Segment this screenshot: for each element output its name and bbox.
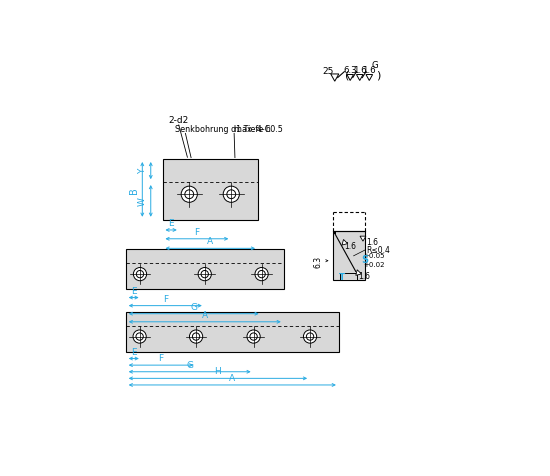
Text: 6.3: 6.3 — [343, 66, 357, 75]
Text: 1.6: 1.6 — [362, 66, 376, 75]
Circle shape — [136, 271, 144, 278]
Text: Senkbohrung d1 Tiefe h: Senkbohrung d1 Tiefe h — [175, 124, 271, 133]
Text: W: W — [138, 197, 147, 206]
Text: (: ( — [345, 70, 349, 80]
Text: +0.02: +0.02 — [363, 261, 384, 267]
Circle shape — [304, 330, 317, 344]
Text: F: F — [158, 354, 163, 362]
Text: A: A — [229, 373, 235, 382]
Text: E: E — [131, 347, 136, 356]
Text: T: T — [339, 272, 345, 281]
Circle shape — [198, 268, 211, 281]
Text: 1.6: 1.6 — [353, 66, 366, 75]
Text: max. 4-C0.5: max. 4-C0.5 — [234, 124, 283, 133]
Text: E: E — [131, 286, 136, 295]
Text: R≤0.4: R≤0.4 — [366, 246, 390, 255]
Circle shape — [181, 187, 197, 203]
Circle shape — [247, 330, 260, 344]
Text: A: A — [207, 237, 213, 246]
Circle shape — [258, 271, 265, 278]
Text: B: B — [129, 187, 139, 193]
Circle shape — [136, 333, 144, 340]
Text: Y: Y — [138, 169, 147, 174]
Polygon shape — [356, 75, 363, 81]
Polygon shape — [331, 75, 339, 82]
Circle shape — [255, 268, 268, 281]
Circle shape — [306, 333, 313, 340]
Circle shape — [201, 271, 208, 278]
Circle shape — [223, 187, 239, 203]
Text: G: G — [186, 360, 193, 369]
Text: G: G — [371, 60, 378, 69]
Text: E: E — [168, 218, 174, 228]
Bar — [340, 274, 358, 281]
Text: S: S — [361, 255, 368, 265]
Text: 1.6: 1.6 — [366, 237, 378, 246]
Circle shape — [227, 190, 235, 199]
Text: ): ) — [376, 70, 380, 80]
Text: F: F — [194, 228, 200, 237]
Circle shape — [133, 330, 146, 344]
Bar — [126, 249, 284, 290]
Polygon shape — [366, 75, 372, 81]
Polygon shape — [356, 270, 361, 276]
Polygon shape — [347, 75, 354, 81]
Circle shape — [192, 333, 200, 340]
Text: A: A — [202, 310, 208, 319]
Circle shape — [189, 330, 203, 344]
Text: F: F — [163, 294, 168, 303]
Text: H: H — [214, 367, 221, 376]
Bar — [162, 160, 258, 220]
Bar — [333, 232, 336, 235]
Circle shape — [134, 268, 147, 281]
Text: +0.05: +0.05 — [363, 252, 384, 258]
Circle shape — [250, 333, 257, 340]
Polygon shape — [342, 240, 348, 246]
Text: 1.6: 1.6 — [344, 241, 356, 250]
Bar — [126, 312, 339, 352]
Text: 2-d2: 2-d2 — [169, 116, 189, 125]
Text: 1.6: 1.6 — [358, 271, 370, 280]
Text: G: G — [190, 302, 197, 311]
Bar — [333, 232, 365, 281]
Polygon shape — [360, 237, 366, 242]
Circle shape — [185, 190, 194, 199]
Text: 6.3: 6.3 — [314, 255, 322, 267]
Text: 25: 25 — [322, 67, 333, 76]
